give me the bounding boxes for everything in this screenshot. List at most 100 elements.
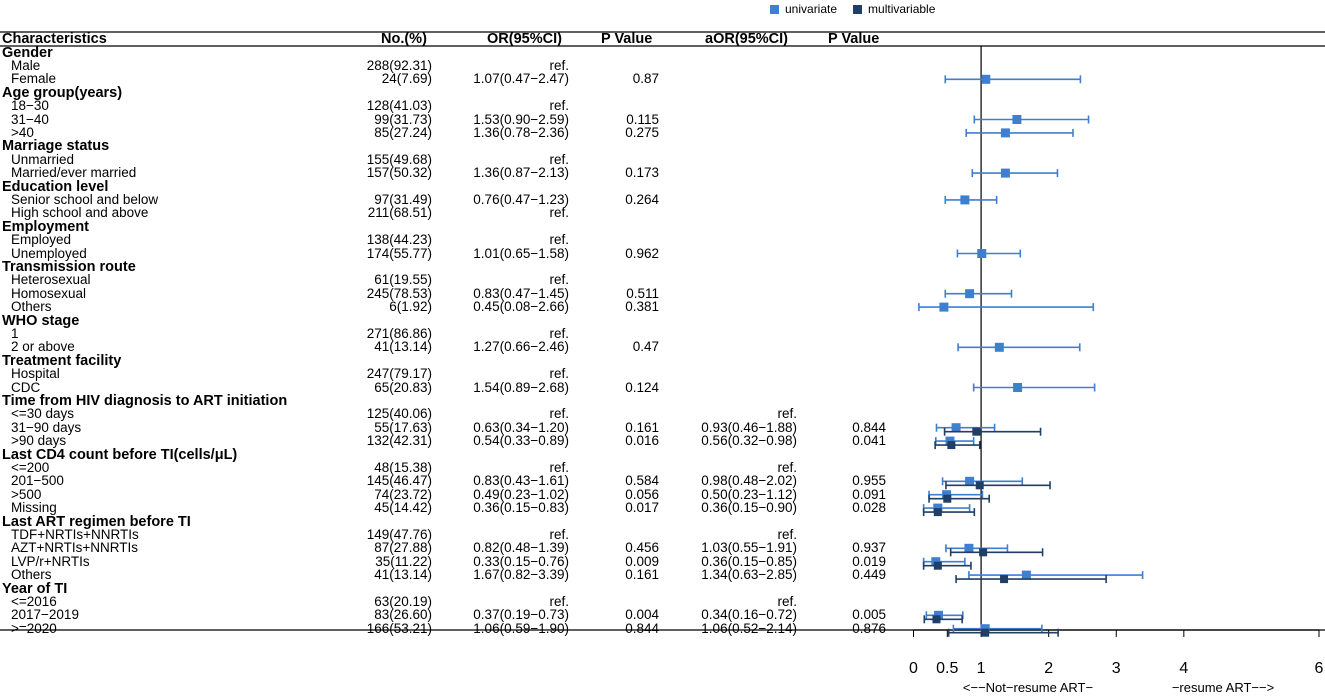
- row-count: 211(68.51): [367, 205, 432, 221]
- row-p-value: 0.173: [625, 165, 659, 181]
- row-p-value-adjusted: 0.091: [852, 486, 886, 502]
- group-heading: Time from HIV diagnosis to ART initiatio…: [2, 392, 288, 409]
- x-axis-tick-label: 3: [1112, 660, 1121, 677]
- row-aor: ref.: [777, 406, 797, 422]
- row-label: Unemployed: [11, 245, 87, 261]
- row-p-value: 0.056: [625, 486, 659, 502]
- row-count: 166(53.21): [366, 620, 432, 636]
- row-label: >500: [11, 486, 42, 502]
- univariate-point-estimate: [965, 289, 975, 299]
- header-p-value: P Value: [601, 31, 653, 47]
- row-or: 1.36(0.78−2.36): [473, 124, 569, 140]
- row-or: ref.: [549, 57, 569, 73]
- legend-swatch-multivariable: [853, 4, 863, 14]
- row-or: 0.82(0.48−1.39): [473, 540, 569, 556]
- row-count: 125(40.06): [366, 406, 432, 422]
- group-heading: Education level: [2, 178, 109, 195]
- row-or: 1.36(0.87−2.13): [473, 165, 569, 181]
- row-count: 99(31.73): [374, 111, 432, 127]
- row-count: 55(17.63): [374, 419, 432, 435]
- row-aor: 0.93(0.46−1.88): [701, 419, 797, 435]
- row-count: 74(23.72): [374, 486, 432, 502]
- row-or: 0.63(0.34−1.20): [473, 419, 569, 435]
- multivariable-point-estimate: [933, 561, 942, 570]
- multivariable-point-estimate: [979, 548, 988, 557]
- row-count: 41(13.14): [374, 567, 432, 583]
- row-p-value-adjusted: 0.876: [852, 620, 886, 636]
- group-heading: Last ART regimen before TI: [2, 513, 191, 530]
- row-aor: 1.03(0.55−1.91): [701, 540, 797, 556]
- row-aor: 0.98(0.48−2.02): [701, 473, 797, 489]
- univariate-point-estimate: [964, 543, 974, 553]
- row-or: 0.83(0.47−1.45): [473, 285, 569, 301]
- multivariable-point-estimate: [975, 481, 984, 490]
- x-axis-tick-label: 6: [1315, 660, 1324, 677]
- row-label: Senior school and below: [11, 191, 159, 207]
- row-or: ref.: [549, 272, 569, 288]
- legend-label-univariate: univariate: [785, 2, 838, 16]
- row-or: ref.: [549, 151, 569, 167]
- univariate-point-estimate: [965, 476, 975, 486]
- row-count: 288(92.31): [366, 57, 432, 73]
- univariate-point-estimate: [933, 503, 943, 513]
- row-label: LVP/r+NRTIs: [11, 553, 90, 569]
- row-p-value-adjusted: 0.019: [852, 553, 886, 569]
- row-aor: 0.36(0.15−0.85): [701, 553, 797, 569]
- row-count: 85(27.24): [374, 124, 432, 140]
- row-aor: 1.34(0.63−2.85): [701, 567, 797, 583]
- group-heading: Employment: [2, 218, 90, 235]
- header-aor: aOR(95%CI): [705, 31, 788, 47]
- multivariable-point-estimate: [947, 441, 956, 450]
- row-or: 1.01(0.65−1.58): [473, 245, 569, 261]
- row-label: AZT+NRTIs+NNRTIs: [11, 540, 139, 556]
- row-p-value: 0.87: [632, 71, 659, 87]
- multivariable-point-estimate: [943, 494, 952, 503]
- row-or: ref.: [549, 526, 569, 542]
- row-label: TDF+NRTIs+NNRTIs: [11, 526, 139, 542]
- header-no: No.(%): [381, 31, 427, 47]
- row-p-value: 0.511: [626, 285, 659, 301]
- group-heading: Transmission route: [2, 258, 136, 275]
- row-p-value: 0.844: [625, 620, 659, 636]
- row-or: ref.: [549, 205, 569, 221]
- row-p-value-adjusted: 0.937: [852, 540, 886, 556]
- x-axis-tick-label: 0.5: [936, 660, 958, 677]
- row-p-value: 0.584: [625, 473, 659, 489]
- group-heading: Gender: [2, 44, 53, 61]
- row-label: <=30 days: [11, 406, 75, 422]
- row-p-value: 0.009: [625, 553, 659, 569]
- row-or: 0.36(0.15−0.83): [473, 500, 569, 516]
- row-label: <=200: [11, 459, 50, 475]
- row-p-value: 0.962: [625, 245, 659, 261]
- univariate-point-estimate: [1000, 168, 1010, 178]
- multivariable-point-estimate: [1000, 575, 1009, 584]
- header-or: OR(95%CI): [487, 31, 562, 47]
- multivariable-point-estimate: [972, 427, 981, 436]
- univariate-point-estimate: [960, 195, 970, 205]
- header-p-value-adjusted: P Value: [828, 31, 880, 47]
- row-or: 1.27(0.66−2.46): [473, 339, 569, 355]
- x-axis-tick-label: 1: [977, 660, 986, 677]
- univariate-point-estimate: [1012, 115, 1022, 124]
- row-p-value: 0.115: [626, 111, 659, 127]
- row-aor: 0.34(0.16−0.72): [701, 607, 797, 623]
- row-count: 97(31.49): [374, 191, 432, 207]
- group-heading: WHO stage: [2, 312, 80, 329]
- row-count: 128(41.03): [366, 98, 432, 114]
- row-label: 1: [11, 325, 19, 341]
- univariate-point-estimate: [981, 74, 991, 84]
- row-aor: 0.36(0.15−0.90): [701, 500, 797, 516]
- row-or: 0.33(0.15−0.76): [473, 553, 569, 569]
- row-label: Heterosexual: [11, 272, 91, 288]
- row-p-value: 0.161: [625, 419, 659, 435]
- row-label: >40: [11, 124, 34, 140]
- row-p-value: 0.004: [625, 607, 659, 623]
- row-p-value-adjusted: 0.844: [852, 419, 886, 435]
- row-label: 31−90 days: [11, 419, 82, 435]
- row-count: 83(26.60): [374, 607, 432, 623]
- row-p-value: 0.456: [625, 540, 659, 556]
- univariate-point-estimate: [977, 249, 987, 258]
- univariate-point-estimate: [1000, 128, 1010, 138]
- row-count: 45(14.42): [374, 500, 432, 516]
